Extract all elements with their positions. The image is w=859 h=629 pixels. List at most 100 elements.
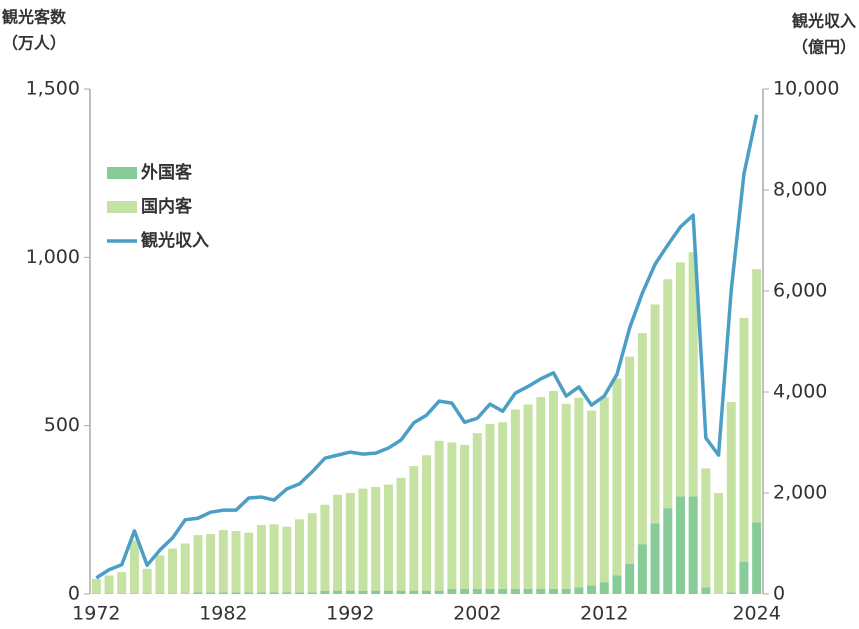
bar bbox=[206, 592, 216, 594]
bar bbox=[548, 588, 558, 594]
bar bbox=[320, 504, 330, 591]
bar bbox=[231, 592, 241, 594]
bar bbox=[701, 587, 711, 594]
bar bbox=[498, 422, 508, 589]
bar bbox=[104, 575, 114, 594]
bar bbox=[599, 582, 609, 594]
y2-tick-label: 4,000 bbox=[773, 381, 827, 403]
bar bbox=[231, 531, 241, 593]
bar bbox=[726, 592, 736, 594]
bar bbox=[256, 592, 266, 594]
bar bbox=[701, 468, 711, 588]
bar bbox=[472, 588, 482, 594]
bar bbox=[269, 524, 279, 593]
x-tick-label: 1972 bbox=[72, 603, 120, 625]
bar bbox=[625, 563, 635, 594]
bar bbox=[345, 493, 355, 591]
bar bbox=[358, 488, 368, 591]
bar bbox=[650, 304, 660, 524]
y2-tick-label: 8,000 bbox=[773, 179, 827, 201]
bar bbox=[180, 543, 190, 594]
bar bbox=[295, 519, 305, 593]
bar bbox=[485, 588, 495, 594]
bar bbox=[523, 588, 533, 594]
bar bbox=[155, 593, 165, 594]
bar bbox=[117, 572, 127, 594]
bar bbox=[371, 590, 381, 594]
bar bbox=[409, 590, 419, 594]
bar bbox=[307, 513, 317, 593]
bar bbox=[675, 262, 685, 497]
y2-tick-label: 0 bbox=[773, 583, 785, 605]
bar bbox=[714, 493, 724, 594]
bar bbox=[599, 397, 609, 583]
bar bbox=[269, 592, 279, 594]
bar bbox=[587, 585, 597, 594]
bar bbox=[523, 404, 533, 589]
bar bbox=[295, 592, 305, 594]
bar bbox=[333, 494, 343, 591]
y-tick-label: 1,000 bbox=[26, 246, 80, 268]
bar bbox=[117, 593, 127, 594]
bar bbox=[168, 548, 178, 594]
bar bbox=[447, 442, 457, 589]
bar bbox=[282, 592, 292, 594]
bar bbox=[307, 592, 317, 594]
x-tick-label: 2024 bbox=[732, 603, 780, 625]
bar bbox=[383, 484, 393, 591]
bar bbox=[371, 486, 381, 591]
y-axis-title: 観光客数 bbox=[2, 8, 67, 27]
bar bbox=[383, 590, 393, 594]
bar bbox=[688, 252, 698, 497]
bar bbox=[244, 592, 254, 594]
x-tick-label: 2012 bbox=[580, 603, 628, 625]
bar bbox=[168, 593, 178, 594]
bar bbox=[637, 544, 647, 594]
bar bbox=[358, 590, 368, 594]
bar bbox=[129, 593, 139, 594]
bar bbox=[345, 590, 355, 594]
bar bbox=[561, 403, 571, 589]
y2-tick-label: 2,000 bbox=[773, 482, 827, 504]
bar bbox=[193, 592, 203, 594]
bar bbox=[612, 575, 622, 594]
bar bbox=[409, 466, 419, 591]
legend-label: 外国客 bbox=[141, 162, 193, 183]
bar bbox=[498, 588, 508, 594]
bar bbox=[612, 378, 622, 576]
bar bbox=[675, 496, 685, 594]
bar bbox=[726, 402, 736, 593]
bar bbox=[206, 534, 216, 593]
bar bbox=[256, 524, 266, 593]
bar bbox=[447, 588, 457, 594]
bar bbox=[587, 410, 597, 586]
bar bbox=[142, 568, 152, 594]
bar bbox=[193, 535, 203, 593]
y2-tick-label: 10,000 bbox=[773, 78, 839, 100]
bar bbox=[104, 593, 114, 594]
bar bbox=[510, 409, 520, 589]
bar bbox=[663, 279, 673, 509]
bar bbox=[548, 390, 558, 589]
bar bbox=[282, 526, 292, 593]
bar bbox=[485, 423, 495, 589]
bar bbox=[739, 562, 749, 594]
bar bbox=[434, 440, 444, 591]
bar bbox=[129, 540, 139, 594]
bar bbox=[155, 555, 165, 594]
bar bbox=[460, 588, 470, 594]
bar bbox=[320, 590, 330, 594]
bar bbox=[142, 593, 152, 594]
bar bbox=[650, 523, 660, 594]
bar bbox=[752, 269, 762, 523]
bar bbox=[244, 532, 254, 593]
y2-axis-title: 観光収入 bbox=[792, 12, 856, 31]
bar bbox=[333, 590, 343, 594]
bar bbox=[434, 590, 444, 594]
bar bbox=[91, 593, 101, 594]
bar bbox=[396, 590, 406, 594]
bar bbox=[422, 455, 431, 591]
bar bbox=[625, 356, 635, 564]
bar bbox=[536, 588, 546, 594]
line bbox=[95, 114, 759, 580]
